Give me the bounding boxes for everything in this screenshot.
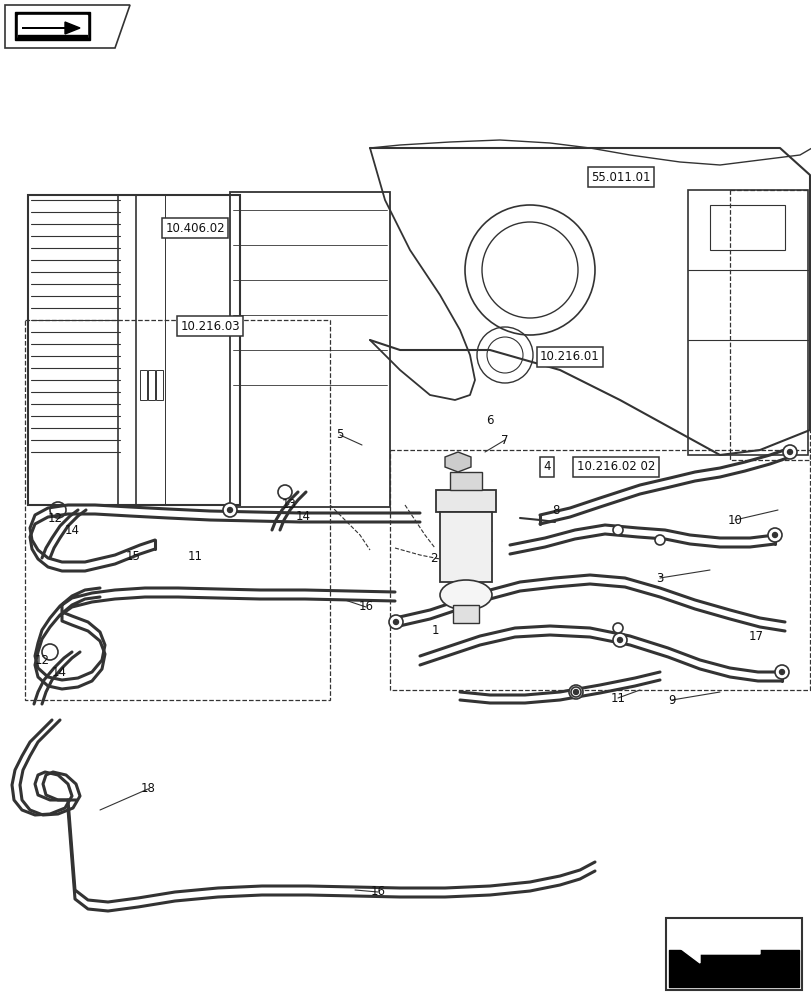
Polygon shape	[15, 12, 90, 40]
Text: 14: 14	[64, 524, 79, 536]
Text: 10.216.03: 10.216.03	[180, 320, 239, 332]
Text: 16: 16	[370, 885, 385, 898]
Text: 2: 2	[430, 552, 437, 564]
Circle shape	[767, 528, 781, 542]
Bar	[28, 195, 240, 505]
Text: 14: 14	[51, 666, 67, 678]
Circle shape	[570, 687, 581, 697]
Circle shape	[569, 685, 582, 699]
Circle shape	[779, 670, 783, 674]
Text: 15: 15	[126, 550, 140, 562]
Text: 3: 3	[655, 572, 663, 584]
Circle shape	[388, 615, 402, 629]
Circle shape	[616, 638, 622, 643]
Bar	[440, 512, 491, 582]
Circle shape	[393, 619, 398, 624]
Circle shape	[771, 532, 777, 538]
Bar	[389, 450, 809, 690]
Text: 12: 12	[47, 512, 62, 524]
Circle shape	[782, 445, 796, 459]
Bar	[449, 472, 482, 490]
Text: 14: 14	[295, 510, 310, 522]
Polygon shape	[22, 22, 80, 34]
Text: 12: 12	[34, 654, 49, 666]
Circle shape	[774, 665, 788, 679]
Bar	[436, 490, 496, 512]
Text: 1: 1	[431, 624, 438, 638]
Bar	[729, 190, 809, 460]
Text: 11: 11	[187, 550, 202, 562]
Bar	[665, 918, 801, 990]
Text: 5: 5	[336, 428, 343, 442]
Polygon shape	[672, 921, 759, 963]
Circle shape	[612, 623, 622, 633]
Circle shape	[223, 503, 237, 517]
Text: 13: 13	[281, 497, 296, 510]
Bar	[230, 192, 389, 507]
Text: 10.216.02 02: 10.216.02 02	[576, 460, 654, 474]
Text: 9: 9	[667, 694, 675, 706]
Text: 55.011.01: 55.011.01	[590, 171, 650, 184]
Text: 7: 7	[500, 434, 508, 446]
Circle shape	[227, 508, 232, 512]
Text: 10: 10	[727, 514, 741, 526]
Polygon shape	[444, 452, 470, 472]
Circle shape	[612, 525, 622, 535]
Text: 11: 11	[610, 692, 624, 704]
Bar	[139, 370, 147, 400]
Text: 8: 8	[551, 504, 559, 516]
Bar	[453, 605, 478, 623]
Text: 4: 4	[543, 460, 550, 474]
Circle shape	[787, 450, 792, 454]
Text: 17: 17	[748, 630, 762, 643]
Text: 16: 16	[358, 600, 373, 613]
Text: 10.406.02: 10.406.02	[165, 222, 225, 234]
Text: 10.216.01: 10.216.01	[539, 351, 599, 363]
Bar	[25, 320, 329, 700]
Text: 6: 6	[486, 414, 493, 426]
Bar	[148, 370, 155, 400]
Circle shape	[573, 690, 577, 694]
Circle shape	[612, 633, 626, 647]
Polygon shape	[18, 15, 87, 37]
Ellipse shape	[440, 580, 491, 610]
Bar	[687, 190, 807, 455]
Text: 18: 18	[140, 782, 155, 795]
Bar	[709, 205, 784, 250]
Circle shape	[654, 535, 664, 545]
Polygon shape	[5, 5, 130, 48]
Bar	[156, 370, 163, 400]
